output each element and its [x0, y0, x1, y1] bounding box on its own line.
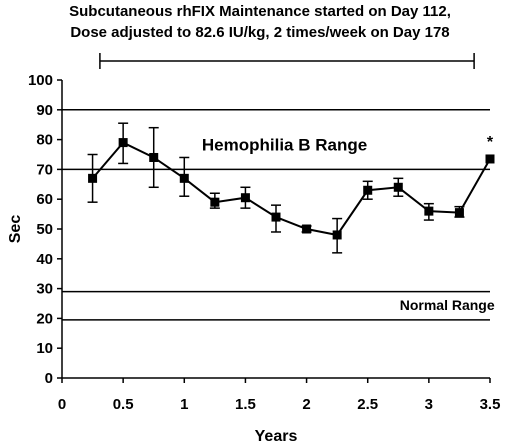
data-point [302, 224, 312, 234]
data-point [149, 152, 159, 162]
series-line [91, 141, 491, 237]
significance-asterisk: * [487, 134, 494, 151]
normal-range-label: Normal Range [400, 297, 495, 313]
y-tick-label: 20 [36, 310, 53, 327]
x-tick-label: 0 [58, 396, 66, 413]
y-axis-label: Sec [7, 215, 24, 244]
y-tick-label: 80 [36, 132, 53, 149]
annotation-line-1: Subcutaneous rhFIX Maintenance started o… [69, 3, 451, 20]
y-tick-label: 0 [45, 370, 53, 387]
x-axis-label: Years [255, 428, 298, 445]
y-tick-label: 30 [36, 281, 53, 298]
data-point [485, 154, 495, 164]
data-point [454, 208, 464, 218]
data-point [363, 185, 373, 195]
x-tick-label: 1.5 [235, 396, 256, 413]
x-tick-label: 3 [425, 396, 433, 413]
data-point [118, 138, 128, 148]
data-point [240, 193, 250, 203]
y-tick-label: 10 [36, 340, 53, 357]
x-tick-label: 3.5 [480, 396, 501, 413]
y-tick-label: 50 [36, 221, 53, 238]
x-tick-label: 0.5 [113, 396, 134, 413]
data-point [179, 173, 189, 183]
x-tick-label: 2.5 [357, 396, 378, 413]
y-tick-label: 90 [36, 102, 53, 119]
data-point [424, 206, 434, 216]
annotation-line-2: Dose adjusted to 82.6 IU/kg, 2 times/wee… [70, 24, 450, 41]
data-point [332, 230, 342, 240]
y-tick-label: 60 [36, 191, 53, 208]
y-tick-label: 70 [36, 161, 53, 178]
x-tick-label: 2 [302, 396, 310, 413]
x-tick-label: 1 [180, 396, 188, 413]
data-point [210, 197, 220, 207]
data-point [393, 182, 403, 192]
hemophilia-range-label: Hemophilia B Range [202, 136, 367, 155]
y-tick-label: 100 [28, 72, 53, 89]
data-point [88, 173, 98, 183]
y-tick-label: 40 [36, 251, 53, 268]
data-point [271, 212, 281, 222]
